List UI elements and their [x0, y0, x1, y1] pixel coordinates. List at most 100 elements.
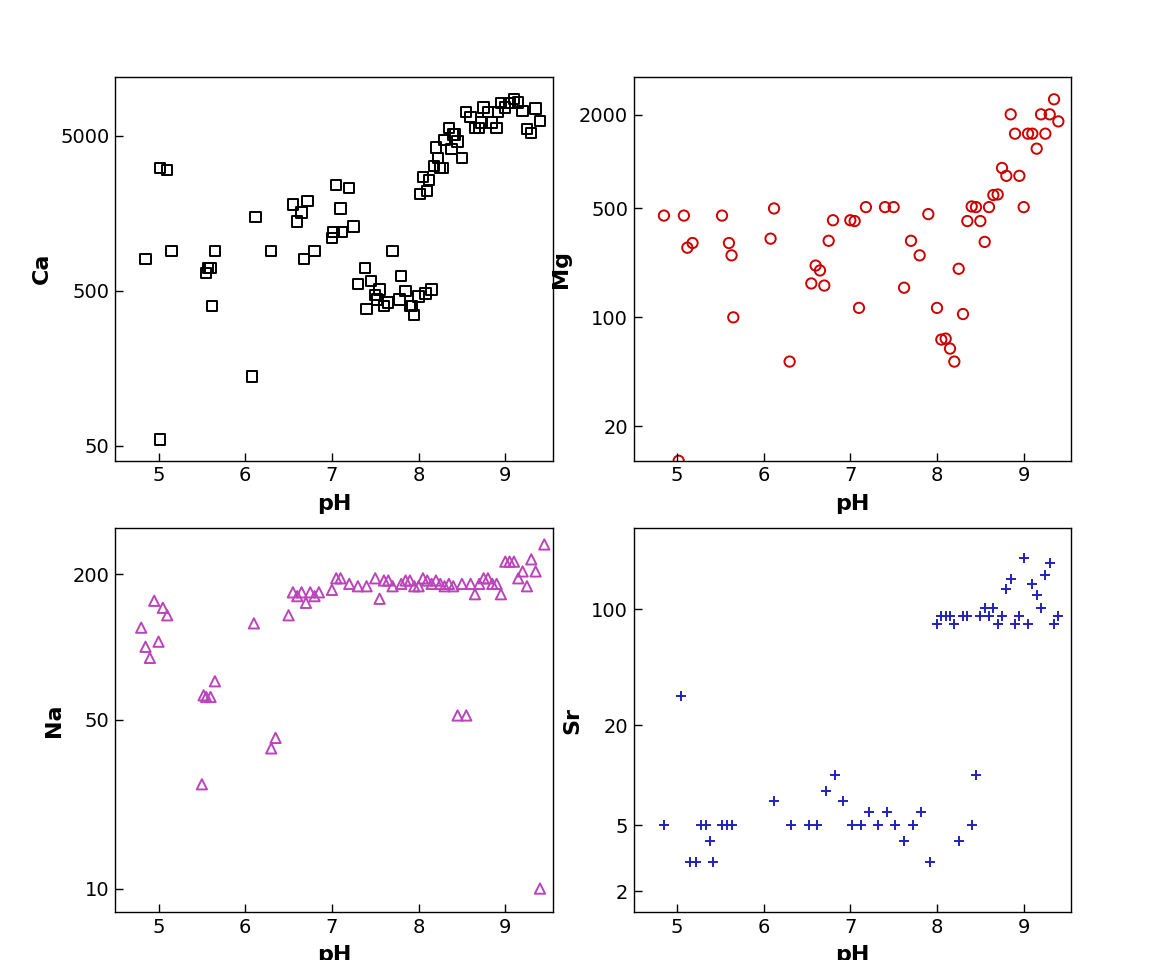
Point — [295, 252, 313, 267]
Point — [384, 244, 402, 259]
Point — [349, 579, 367, 594]
Point — [980, 608, 999, 623]
Point — [288, 588, 306, 604]
Point — [976, 234, 994, 250]
Point — [819, 233, 838, 249]
Point — [1032, 600, 1051, 615]
Point — [453, 576, 471, 591]
Point — [937, 331, 955, 347]
Point — [1036, 567, 1054, 583]
Point — [945, 354, 963, 370]
Point — [878, 804, 896, 820]
Point — [444, 579, 462, 594]
Point — [203, 299, 221, 314]
Point — [1010, 608, 1029, 623]
Point — [206, 244, 225, 259]
Point — [1045, 616, 1063, 632]
Point — [1001, 571, 1020, 587]
Point — [826, 768, 844, 783]
Point — [1040, 555, 1059, 570]
Point — [418, 183, 437, 199]
Point — [414, 170, 432, 185]
Point — [869, 818, 887, 833]
Point — [374, 299, 393, 314]
Point — [886, 818, 904, 833]
Point — [941, 608, 960, 623]
Point — [718, 818, 736, 833]
Point — [1018, 126, 1037, 141]
Point — [379, 295, 397, 310]
Point — [472, 114, 491, 130]
Point — [392, 576, 410, 591]
Y-axis label: Mg: Mg — [551, 250, 570, 288]
Point — [683, 235, 702, 251]
Point — [406, 307, 424, 323]
Point — [310, 585, 328, 600]
Point — [283, 585, 302, 600]
Point — [141, 650, 159, 665]
Point — [391, 292, 409, 307]
Point — [301, 585, 319, 600]
Point — [453, 150, 471, 165]
Point — [1006, 126, 1024, 141]
Point — [462, 109, 480, 125]
Point — [937, 608, 955, 623]
Point — [442, 141, 461, 156]
Point — [696, 818, 714, 833]
Point — [426, 140, 445, 156]
Point — [429, 150, 447, 165]
Point — [423, 281, 441, 297]
Point — [332, 570, 350, 586]
Point — [912, 804, 931, 820]
Point — [945, 616, 963, 632]
Point — [1049, 608, 1068, 623]
Point — [509, 95, 528, 110]
Point — [416, 286, 434, 301]
Point — [725, 310, 743, 325]
Point — [297, 595, 316, 611]
Point — [305, 244, 324, 259]
Point — [479, 105, 498, 120]
Point — [988, 616, 1007, 632]
Y-axis label: Ca: Ca — [32, 253, 52, 284]
Point — [993, 160, 1011, 176]
Point — [392, 269, 410, 284]
Point — [998, 582, 1016, 597]
Point — [247, 209, 265, 225]
Point — [522, 552, 540, 567]
Point — [505, 91, 523, 107]
Point — [816, 277, 834, 293]
Point — [517, 122, 536, 137]
Point — [457, 708, 476, 723]
Point — [366, 287, 385, 302]
Point — [192, 777, 211, 792]
Point — [344, 219, 363, 234]
Point — [357, 579, 376, 594]
Point — [448, 133, 467, 149]
Point — [1015, 200, 1033, 215]
Point — [962, 199, 980, 214]
Point — [850, 300, 869, 316]
Point — [958, 608, 977, 623]
Point — [357, 301, 376, 317]
Point — [332, 201, 350, 216]
Point — [679, 240, 697, 255]
X-axis label: pH: pH — [317, 945, 351, 960]
Point — [514, 564, 532, 579]
Y-axis label: Sr: Sr — [563, 707, 583, 733]
Point — [462, 576, 480, 591]
Point — [199, 260, 218, 276]
Point — [497, 100, 515, 115]
Point — [971, 213, 990, 228]
Point — [362, 273, 380, 288]
Point — [526, 101, 545, 116]
Point — [323, 230, 341, 246]
Point — [700, 833, 719, 849]
Point — [535, 537, 553, 552]
Point — [851, 818, 870, 833]
Point — [448, 708, 467, 723]
Point — [885, 200, 903, 215]
Point — [423, 576, 441, 591]
Point — [988, 187, 1007, 203]
Point — [895, 280, 914, 296]
